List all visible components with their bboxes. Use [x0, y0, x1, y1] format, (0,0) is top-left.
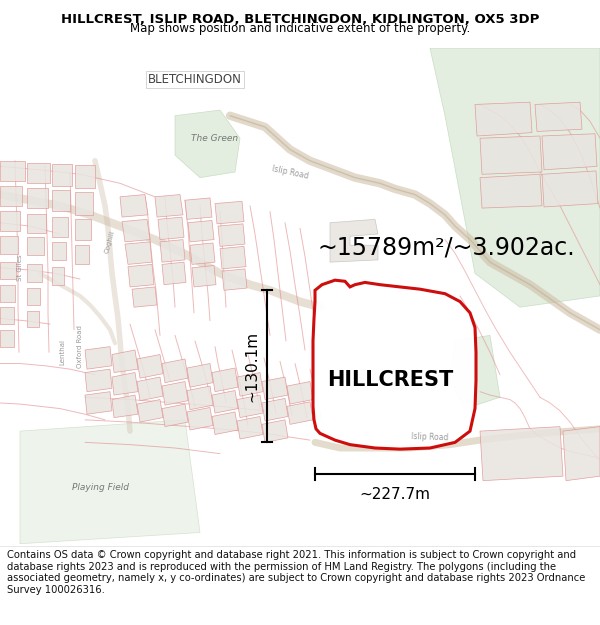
Text: Playing Field: Playing Field	[71, 483, 128, 492]
Polygon shape	[450, 336, 500, 409]
Polygon shape	[112, 395, 138, 418]
Polygon shape	[0, 330, 14, 347]
Polygon shape	[212, 412, 238, 434]
Polygon shape	[85, 369, 112, 392]
Polygon shape	[158, 217, 184, 239]
Polygon shape	[85, 347, 112, 369]
Polygon shape	[52, 267, 64, 284]
Polygon shape	[0, 211, 20, 231]
Polygon shape	[112, 372, 138, 395]
Text: Contains OS data © Crown copyright and database right 2021. This information is : Contains OS data © Crown copyright and d…	[7, 550, 586, 595]
Polygon shape	[137, 354, 163, 378]
Polygon shape	[75, 219, 91, 239]
Text: Coghill: Coghill	[104, 229, 116, 254]
Text: Islip Road: Islip Road	[271, 164, 309, 180]
Text: Oxford Road: Oxford Road	[77, 325, 83, 368]
Polygon shape	[287, 402, 313, 424]
Polygon shape	[0, 186, 22, 206]
Polygon shape	[52, 217, 68, 238]
Polygon shape	[542, 171, 598, 207]
Polygon shape	[137, 399, 163, 422]
Polygon shape	[0, 262, 16, 279]
Polygon shape	[162, 359, 188, 382]
Polygon shape	[27, 163, 50, 183]
Polygon shape	[75, 192, 93, 215]
Text: HILLCREST, ISLIP ROAD, BLETCHINGDON, KIDLINGTON, OX5 3DP: HILLCREST, ISLIP ROAD, BLETCHINGDON, KID…	[61, 14, 539, 26]
Polygon shape	[160, 239, 185, 262]
Polygon shape	[75, 165, 95, 188]
Polygon shape	[132, 287, 157, 308]
Text: ~130.1m: ~130.1m	[244, 331, 259, 402]
Polygon shape	[480, 174, 542, 208]
Polygon shape	[20, 420, 200, 544]
Polygon shape	[212, 391, 238, 413]
Polygon shape	[480, 136, 542, 174]
Polygon shape	[75, 245, 89, 264]
Polygon shape	[128, 264, 154, 287]
Polygon shape	[162, 262, 186, 284]
Polygon shape	[162, 381, 188, 405]
Text: Map shows position and indicative extent of the property.: Map shows position and indicative extent…	[130, 22, 470, 34]
Polygon shape	[192, 266, 216, 287]
Polygon shape	[137, 377, 163, 401]
Polygon shape	[27, 188, 48, 208]
Polygon shape	[535, 102, 582, 131]
Polygon shape	[313, 280, 476, 449]
Polygon shape	[475, 102, 532, 136]
Polygon shape	[563, 427, 600, 481]
Polygon shape	[430, 48, 600, 308]
Polygon shape	[480, 427, 563, 481]
Text: The Green: The Green	[191, 134, 239, 142]
Polygon shape	[262, 377, 288, 399]
Polygon shape	[27, 238, 44, 256]
Polygon shape	[0, 308, 14, 324]
Polygon shape	[27, 264, 42, 282]
Polygon shape	[0, 161, 25, 181]
Polygon shape	[52, 164, 72, 186]
Polygon shape	[187, 408, 213, 430]
Polygon shape	[120, 194, 148, 217]
Polygon shape	[52, 190, 70, 211]
Polygon shape	[212, 368, 238, 392]
Polygon shape	[0, 284, 15, 302]
Text: ~15789m²/~3.902ac.: ~15789m²/~3.902ac.	[318, 236, 575, 260]
Polygon shape	[237, 395, 263, 418]
Polygon shape	[237, 372, 263, 396]
Text: Islip Road: Islip Road	[411, 432, 449, 442]
Polygon shape	[155, 194, 183, 217]
Polygon shape	[190, 243, 215, 264]
Polygon shape	[85, 392, 112, 414]
Polygon shape	[542, 134, 597, 170]
Polygon shape	[0, 236, 18, 254]
Polygon shape	[122, 219, 150, 242]
Polygon shape	[215, 201, 244, 224]
Polygon shape	[222, 269, 247, 290]
Text: ~227.7m: ~227.7m	[359, 488, 431, 502]
Polygon shape	[52, 242, 66, 260]
Polygon shape	[262, 399, 288, 421]
Polygon shape	[287, 381, 313, 404]
Polygon shape	[125, 242, 152, 264]
Text: BLETCHINGDON: BLETCHINGDON	[148, 73, 242, 86]
Polygon shape	[175, 110, 240, 178]
Text: HILLCREST: HILLCREST	[327, 371, 453, 391]
Polygon shape	[262, 420, 288, 442]
Polygon shape	[187, 364, 213, 387]
Polygon shape	[27, 288, 40, 305]
Text: Lenthal: Lenthal	[59, 339, 65, 365]
Polygon shape	[27, 214, 46, 233]
Polygon shape	[162, 404, 188, 427]
Polygon shape	[188, 221, 214, 242]
Polygon shape	[220, 246, 246, 269]
Polygon shape	[218, 224, 245, 246]
Polygon shape	[187, 386, 213, 410]
Polygon shape	[185, 198, 212, 219]
Polygon shape	[237, 416, 263, 439]
Polygon shape	[330, 219, 378, 262]
Polygon shape	[112, 350, 138, 372]
Polygon shape	[27, 311, 39, 328]
Text: St Giles: St Giles	[17, 254, 23, 281]
